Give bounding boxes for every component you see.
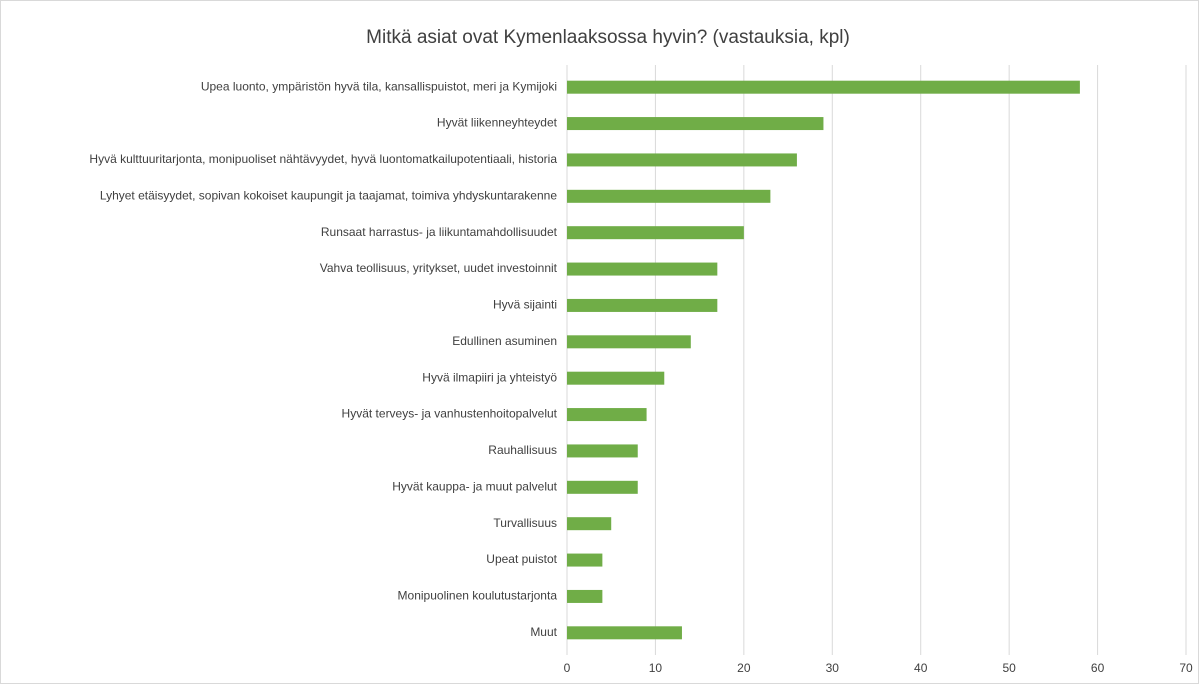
y-tick-label: Hyvä sijainti (493, 298, 557, 312)
y-tick-label: Hyvät kauppa- ja muut palvelut (392, 479, 557, 493)
bar (567, 626, 682, 640)
y-tick-label: Hyvät liikenneyhteydet (437, 116, 558, 130)
bar (567, 226, 744, 240)
x-tick-label: 40 (914, 661, 928, 675)
chart-title: Mitkä asiat ovat Kymenlaaksossa hyvin? (… (366, 27, 850, 48)
x-tick-label: 10 (649, 661, 663, 675)
y-tick-label: Upea luonto, ympäristön hyvä tila, kansa… (201, 79, 557, 93)
x-tick-label: 30 (826, 661, 840, 675)
bar (567, 117, 824, 131)
y-tick-label: Vahva teollisuus, yritykset, uudet inves… (320, 261, 558, 275)
bar (567, 553, 603, 567)
bar (567, 298, 718, 312)
bar (567, 80, 1080, 94)
x-tick-label: 20 (737, 661, 751, 675)
y-tick-label: Runsaat harrastus- ja liikuntamahdollisu… (321, 225, 558, 239)
x-tick-label: 60 (1091, 661, 1105, 675)
bar (567, 262, 718, 276)
bar (567, 444, 638, 458)
y-tick-label: Rauhallisuus (488, 443, 557, 457)
x-tick-label: 0 (564, 661, 571, 675)
bar (567, 480, 638, 494)
y-tick-label: Upeat puistot (486, 552, 557, 566)
y-tick-label: Muut (530, 625, 557, 639)
bar (567, 517, 612, 531)
y-tick-label: Monipuolinen koulutustarjonta (398, 589, 558, 603)
bar (567, 408, 647, 422)
bar (567, 335, 691, 349)
bar (567, 371, 665, 385)
x-tick-label: 50 (1002, 661, 1016, 675)
bar (567, 189, 771, 203)
y-tick-label: Edullinen asuminen (452, 334, 557, 348)
bar (567, 153, 797, 167)
x-tick-label: 70 (1179, 661, 1193, 675)
y-tick-label: Turvallisuus (493, 516, 557, 530)
bar (567, 589, 603, 603)
y-tick-label: Hyvä kulttuuritarjonta, monipuoliset näh… (89, 152, 557, 166)
y-tick-label: Hyvä ilmapiiri ja yhteistyö (422, 370, 557, 384)
y-tick-label: Hyvät terveys- ja vanhustenhoitopalvelut (342, 407, 558, 421)
y-tick-label: Lyhyet etäisyydet, sopivan kokoiset kaup… (100, 188, 557, 202)
